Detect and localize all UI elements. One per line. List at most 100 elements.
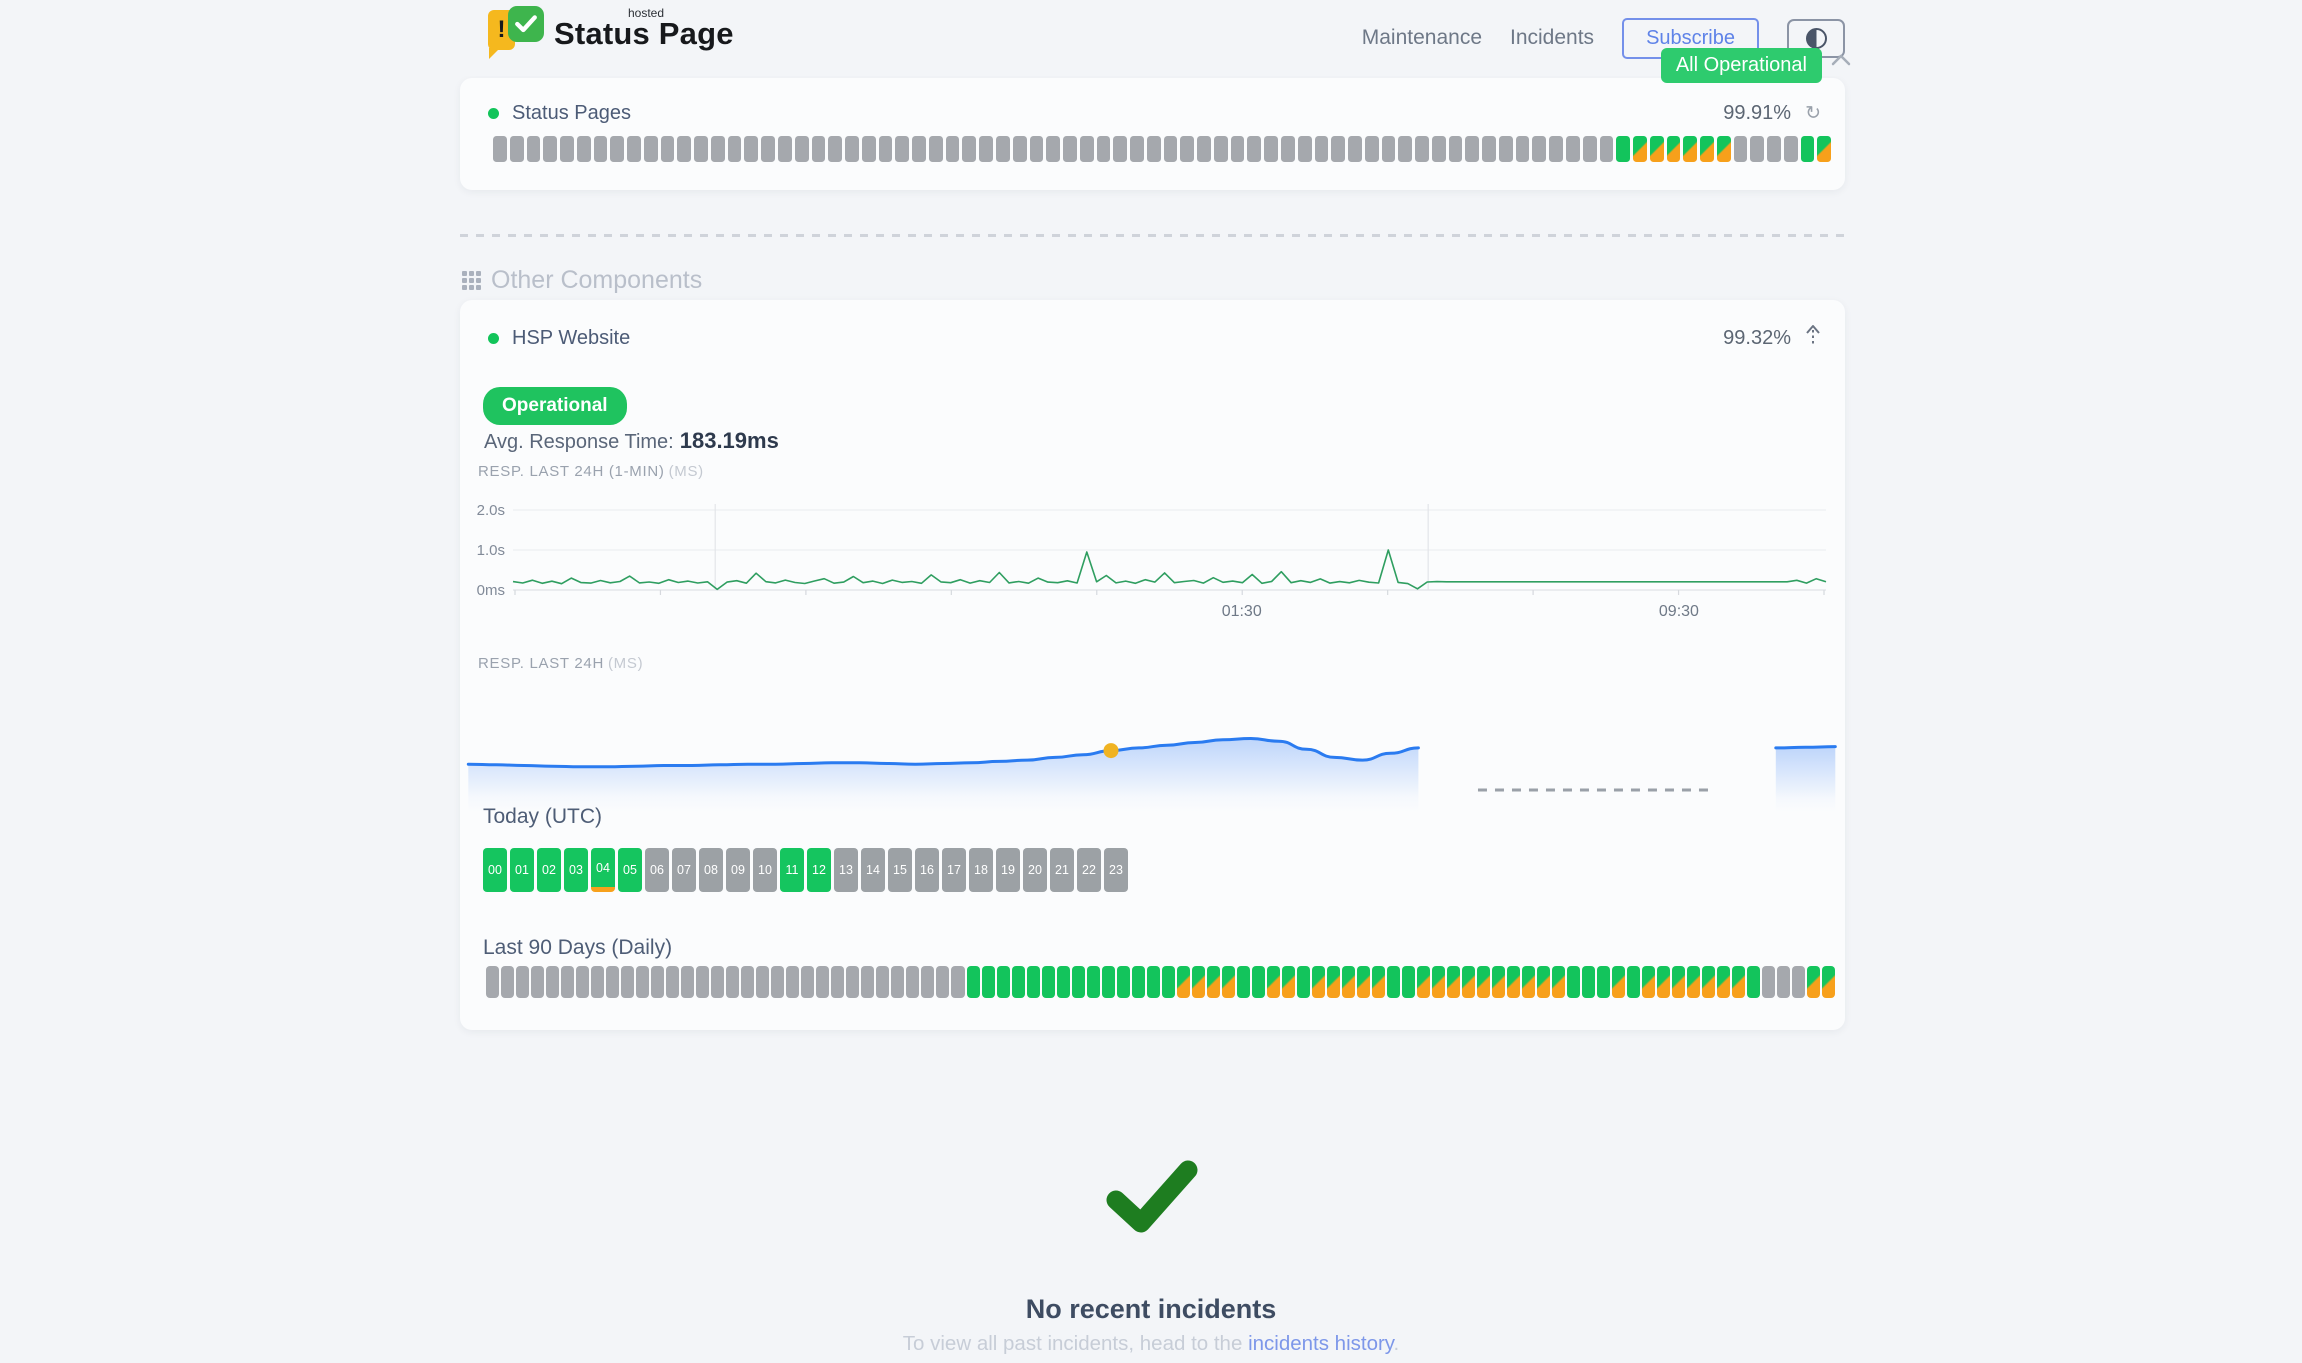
nav-maintenance[interactable]: Maintenance [1361, 26, 1482, 49]
uptime-bar[interactable] [1822, 966, 1836, 998]
uptime-bar[interactable] [560, 136, 574, 162]
hour-block-12[interactable]: 12 [807, 848, 831, 892]
uptime-bar[interactable] [1507, 966, 1521, 998]
brand-logo[interactable]: ! Status Page [488, 6, 734, 59]
uptime-bar[interactable] [1130, 136, 1144, 162]
uptime-bar[interactable] [1666, 136, 1681, 162]
uptime-bar[interactable] [831, 966, 845, 998]
uptime-bar[interactable] [576, 136, 591, 162]
hour-block-14[interactable]: 14 [861, 848, 885, 892]
uptime-bar[interactable] [891, 966, 905, 998]
uptime-bar[interactable] [1079, 136, 1094, 162]
uptime-bar[interactable] [1163, 136, 1178, 162]
uptime-bar[interactable] [1341, 966, 1355, 998]
uptime-bar[interactable] [593, 136, 608, 162]
hour-block-13[interactable]: 13 [834, 848, 858, 892]
uptime-bar[interactable] [1116, 966, 1130, 998]
hour-block-10[interactable]: 10 [753, 848, 777, 892]
uptime-bar[interactable] [1716, 136, 1731, 162]
uptime-bar[interactable] [1672, 966, 1686, 998]
uptime-bar[interactable] [1700, 136, 1714, 162]
uptime-bar[interactable] [1416, 966, 1430, 998]
uptime-bar[interactable] [643, 136, 658, 162]
uptime-bar[interactable] [1280, 136, 1295, 162]
hour-block-08[interactable]: 08 [699, 848, 723, 892]
uptime-bar[interactable] [681, 966, 695, 998]
uptime-bar[interactable] [1767, 136, 1781, 162]
uptime-bar[interactable] [1297, 136, 1312, 162]
uptime-bar[interactable] [921, 966, 935, 998]
uptime-bar[interactable] [786, 966, 800, 998]
uptime-bar[interactable] [1537, 966, 1551, 998]
uptime-bar[interactable] [744, 136, 759, 162]
uptime-bar[interactable] [1011, 966, 1025, 998]
uptime-bar[interactable] [1371, 966, 1385, 998]
uptime-bar[interactable] [845, 136, 859, 162]
uptime-bar[interactable] [794, 136, 809, 162]
uptime-bar[interactable] [543, 136, 558, 162]
uptime-bar[interactable] [1146, 966, 1160, 998]
uptime-bar[interactable] [1113, 136, 1128, 162]
uptime-bar[interactable] [1783, 136, 1798, 162]
incidents-history-link[interactable]: incidents history [1248, 1332, 1394, 1355]
uptime-bar[interactable] [627, 136, 641, 162]
uptime-bar[interactable] [610, 136, 625, 162]
uptime-bar[interactable] [1627, 966, 1641, 998]
uptime-bar[interactable] [710, 136, 725, 162]
hour-block-20[interactable]: 20 [1023, 848, 1047, 892]
uptime-bar[interactable] [1732, 966, 1746, 998]
uptime-bar[interactable] [1348, 136, 1362, 162]
refresh-icon[interactable]: ↻ [1805, 103, 1821, 124]
hour-block-01[interactable]: 01 [510, 848, 534, 892]
uptime-bar[interactable] [1792, 966, 1806, 998]
uptime-bar[interactable] [576, 966, 590, 998]
uptime-bar[interactable] [1071, 966, 1085, 998]
uptime-bar[interactable] [1356, 966, 1370, 998]
uptime-bar[interactable] [1364, 136, 1379, 162]
uptime-bar[interactable] [1477, 966, 1491, 998]
uptime-bar[interactable] [660, 136, 675, 162]
uptime-bar[interactable] [1029, 136, 1044, 162]
uptime-bar[interactable] [1401, 966, 1415, 998]
uptime-bar[interactable] [1398, 136, 1413, 162]
uptime-bar[interactable] [1616, 136, 1631, 162]
hour-block-05[interactable]: 05 [618, 848, 642, 892]
uptime-bar[interactable] [1296, 966, 1310, 998]
uptime-bar[interactable] [1582, 966, 1596, 998]
uptime-bar[interactable] [1086, 966, 1100, 998]
uptime-bar[interactable] [1056, 966, 1070, 998]
uptime-bar[interactable] [996, 966, 1010, 998]
uptime-bar[interactable] [1717, 966, 1731, 998]
uptime-bar[interactable] [1633, 136, 1647, 162]
uptime-bar[interactable] [1096, 136, 1111, 162]
uptime-bar[interactable] [1599, 136, 1614, 162]
uptime-bar[interactable] [1264, 136, 1278, 162]
uptime-bar[interactable] [1314, 136, 1329, 162]
uptime-bar[interactable] [928, 136, 943, 162]
uptime-bar[interactable] [811, 136, 826, 162]
uptime-bar[interactable] [1582, 136, 1597, 162]
collapse-chevron-icon[interactable] [1830, 52, 1852, 73]
uptime-bar[interactable] [1230, 136, 1245, 162]
uptime-bar[interactable] [876, 966, 890, 998]
uptime-bar[interactable] [516, 966, 530, 998]
uptime-bar[interactable] [1747, 966, 1761, 998]
uptime-bar[interactable] [1750, 136, 1765, 162]
uptime-bar[interactable] [1146, 136, 1161, 162]
uptime-bar[interactable] [1612, 966, 1626, 998]
uptime-bar[interactable] [1532, 136, 1547, 162]
uptime-bar[interactable] [1447, 966, 1461, 998]
uptime-bar[interactable] [677, 136, 692, 162]
uptime-bar[interactable] [621, 966, 635, 998]
uptime-bar[interactable] [1131, 966, 1145, 998]
uptime-bar[interactable] [801, 966, 815, 998]
uptime-bar[interactable] [651, 966, 665, 998]
uptime-bar[interactable] [1683, 136, 1698, 162]
uptime-bar[interactable] [895, 136, 910, 162]
uptime-bar[interactable] [1012, 136, 1027, 162]
hour-block-06[interactable]: 06 [645, 848, 669, 892]
uptime-bar[interactable] [1777, 966, 1791, 998]
uptime-bar[interactable] [636, 966, 650, 998]
uptime-bar[interactable] [1381, 136, 1396, 162]
uptime-bar[interactable] [741, 966, 755, 998]
